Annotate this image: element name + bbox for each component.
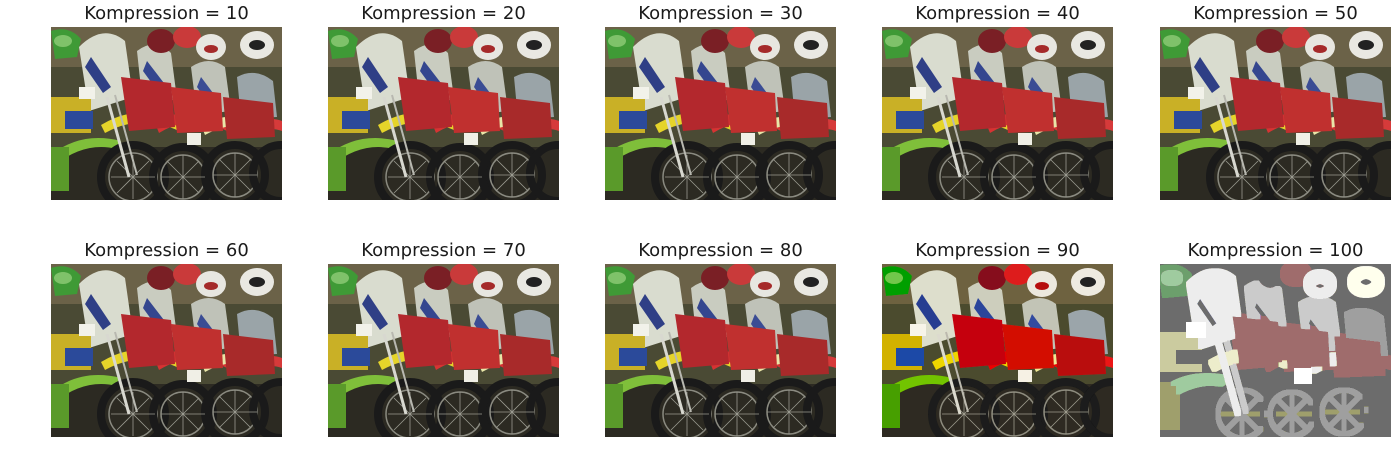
motocross-image	[328, 27, 559, 200]
panel-title: Kompression = 50	[1193, 3, 1358, 24]
panel-title: Kompression = 20	[361, 3, 526, 24]
motocross-image	[605, 27, 836, 200]
motocross-image	[882, 264, 1113, 437]
panel-title: Kompression = 70	[361, 240, 526, 261]
panel-8: Kompression = 80	[605, 237, 836, 473]
panel-3: Kompression = 30	[605, 0, 836, 236]
panel-title: Kompression = 40	[915, 3, 1080, 24]
motocross-image	[51, 264, 282, 437]
motocross-image	[605, 264, 836, 437]
panel-5: Kompression = 50	[1160, 0, 1391, 236]
panel-2: Kompression = 20	[328, 0, 559, 236]
motocross-image	[51, 27, 282, 200]
panel-7: Kompression = 70	[328, 237, 559, 473]
motocross-image	[1160, 27, 1391, 200]
panel-title: Kompression = 100	[1187, 240, 1364, 261]
panel-1: Kompression = 10	[51, 0, 282, 236]
panel-title: Kompression = 30	[638, 3, 803, 24]
panel-title: Kompression = 10	[84, 3, 249, 24]
motocross-image	[882, 27, 1113, 200]
panel-title: Kompression = 90	[915, 240, 1080, 261]
panel-title: Kompression = 60	[84, 240, 249, 261]
motocross-image	[328, 264, 559, 437]
motocross-image-degraded	[1160, 264, 1391, 437]
panel-title: Kompression = 80	[638, 240, 803, 261]
panel-10: Kompression = 100	[1160, 237, 1391, 473]
panel-4: Kompression = 40	[882, 0, 1113, 236]
panel-6: Kompression = 60	[51, 237, 282, 473]
panel-9: Kompression = 90	[882, 237, 1113, 473]
